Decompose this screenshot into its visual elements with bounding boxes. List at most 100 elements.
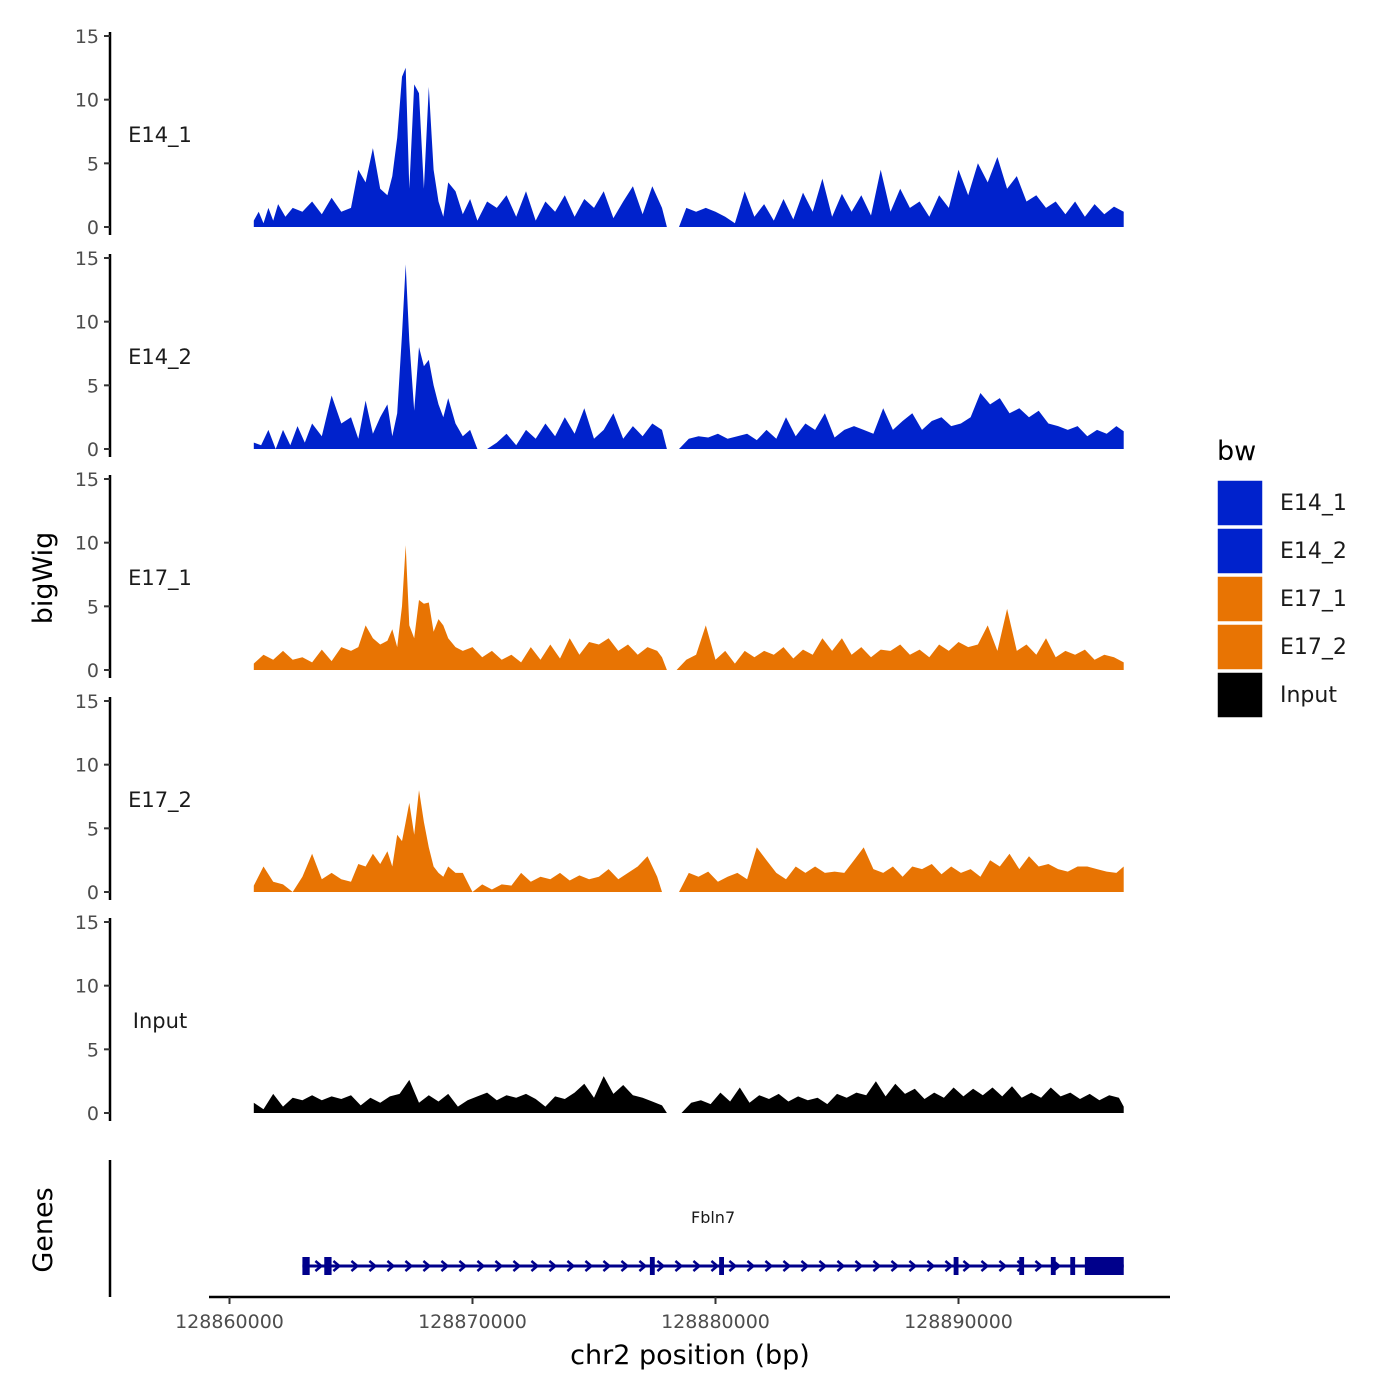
legend-swatch xyxy=(1216,479,1264,527)
strand-arrow-icon xyxy=(350,1260,360,1272)
strand-arrow-icon xyxy=(638,1260,648,1272)
y-tick-label: 15 xyxy=(75,26,99,48)
legend: bw E14_1 E14_2 E17_1 E17_2 Input xyxy=(1216,436,1347,719)
gene-exon xyxy=(324,1257,332,1275)
strand-arrow-icon xyxy=(980,1260,990,1272)
y-axis-title: bigWig xyxy=(28,532,59,625)
gene-exon xyxy=(1019,1257,1025,1275)
y-tick-label: 5 xyxy=(87,818,99,840)
y-tick-label: 10 xyxy=(75,976,99,998)
signal-area xyxy=(679,393,1124,449)
signal-area xyxy=(253,1076,667,1113)
track-label: E14_1 xyxy=(128,123,192,148)
strand-arrow-icon xyxy=(332,1260,342,1272)
signal-tracks: 0 5 10 15 E14_1 0 5 10 15 E14_2 0 5 10 15 E17_1 0 5 10 15 E… xyxy=(75,26,1124,1125)
strand-arrow-icon xyxy=(602,1260,612,1272)
y-tick-label: 0 xyxy=(87,217,99,239)
gene-name-label: Fbln7 xyxy=(691,1208,735,1227)
strand-arrow-icon xyxy=(314,1260,324,1272)
y-tick-label: 10 xyxy=(75,312,99,334)
y-tick-label: 0 xyxy=(87,439,99,461)
track-label: E17_2 xyxy=(128,788,192,813)
strand-arrow-icon xyxy=(836,1260,846,1272)
strand-arrow-icon xyxy=(494,1260,504,1272)
track-label: E14_2 xyxy=(128,345,192,370)
strand-arrow-icon xyxy=(962,1260,972,1272)
strand-arrow-icon xyxy=(692,1260,702,1272)
legend-swatch xyxy=(1216,527,1264,575)
signal-area xyxy=(253,790,667,892)
x-tick-label: 128870000 xyxy=(418,1311,527,1333)
signal-area xyxy=(253,545,667,670)
x-tick-label: 128880000 xyxy=(661,1311,770,1333)
x-tick-label: 128860000 xyxy=(175,1311,284,1333)
y-tick-label: 0 xyxy=(87,882,99,904)
legend-label: Input xyxy=(1280,683,1337,708)
signal-area xyxy=(679,847,1124,892)
track-E17_2: 0 5 10 15 E17_2 xyxy=(75,691,1124,904)
y-tick-label: 10 xyxy=(75,533,99,555)
track-label: Input xyxy=(133,1009,187,1033)
gene-exon xyxy=(1084,1257,1124,1275)
gene-exon xyxy=(649,1257,655,1275)
strand-arrow-icon xyxy=(908,1260,918,1272)
legend-title: bw xyxy=(1217,436,1256,467)
strand-arrow-icon xyxy=(620,1260,630,1272)
strand-arrow-icon xyxy=(656,1260,666,1272)
y-tick-label: 15 xyxy=(75,248,99,270)
x-tick-label: 128890000 xyxy=(904,1311,1013,1333)
strand-arrow-icon xyxy=(476,1260,486,1272)
gene-exon xyxy=(302,1257,310,1275)
strand-arrow-icon xyxy=(728,1260,738,1272)
strand-arrow-icon xyxy=(674,1260,684,1272)
gene-exon xyxy=(1050,1257,1056,1275)
strand-arrow-icon xyxy=(854,1260,864,1272)
y-tick-label: 10 xyxy=(75,755,99,777)
strand-arrow-icon xyxy=(458,1260,468,1272)
strand-arrow-icon xyxy=(1034,1260,1044,1272)
strand-arrow-icon xyxy=(818,1260,828,1272)
signal-area xyxy=(679,157,1124,227)
strand-arrow-icon xyxy=(512,1260,522,1272)
gene-exon xyxy=(1070,1257,1076,1275)
strand-arrow-icon xyxy=(368,1260,378,1272)
x-axis: 128860000 128870000 128880000 128890000 xyxy=(175,1295,1170,1333)
strand-arrow-icon xyxy=(566,1260,576,1272)
y-tick-label: 15 xyxy=(75,691,99,713)
strand-arrow-icon xyxy=(530,1260,540,1272)
legend-swatch xyxy=(1216,623,1264,671)
strand-arrow-icon xyxy=(764,1260,774,1272)
y-tick-label: 10 xyxy=(75,90,99,112)
strand-arrow-icon xyxy=(422,1260,432,1272)
signal-area xyxy=(681,1081,1124,1113)
legend-label: E14_2 xyxy=(1280,539,1347,564)
gene-exon xyxy=(719,1257,725,1275)
genes-axis-title: Genes xyxy=(28,1187,59,1272)
y-tick-label: 15 xyxy=(75,469,99,491)
strand-arrow-icon xyxy=(746,1260,756,1272)
strand-arrow-icon xyxy=(926,1260,936,1272)
legend-swatch xyxy=(1216,575,1264,623)
strand-arrow-icon xyxy=(872,1260,882,1272)
strand-arrow-icon xyxy=(998,1260,1008,1272)
legend-label: E17_1 xyxy=(1280,587,1347,612)
strand-arrow-icon xyxy=(800,1260,810,1272)
y-tick-label: 0 xyxy=(87,660,99,682)
gene-exon xyxy=(953,1257,959,1275)
legend-swatch xyxy=(1216,671,1264,719)
strand-arrow-icon xyxy=(782,1260,792,1272)
track-E17_1: 0 5 10 15 E17_1 xyxy=(75,469,1124,682)
strand-arrow-icon xyxy=(584,1260,594,1272)
track-Input: 0 5 10 15 Input xyxy=(75,912,1124,1125)
strand-arrow-icon xyxy=(386,1260,396,1272)
track-E14_2: 0 5 10 15 E14_2 xyxy=(75,248,1124,461)
x-axis-title: chr2 position (bp) xyxy=(570,1340,810,1371)
signal-area xyxy=(676,608,1124,670)
strand-arrow-icon xyxy=(404,1260,414,1272)
signal-area xyxy=(253,67,667,227)
track-E14_1: 0 5 10 15 E14_1 xyxy=(75,26,1124,239)
y-tick-label: 5 xyxy=(87,1039,99,1061)
strand-arrow-icon xyxy=(548,1260,558,1272)
legend-label: E17_2 xyxy=(1280,635,1347,660)
